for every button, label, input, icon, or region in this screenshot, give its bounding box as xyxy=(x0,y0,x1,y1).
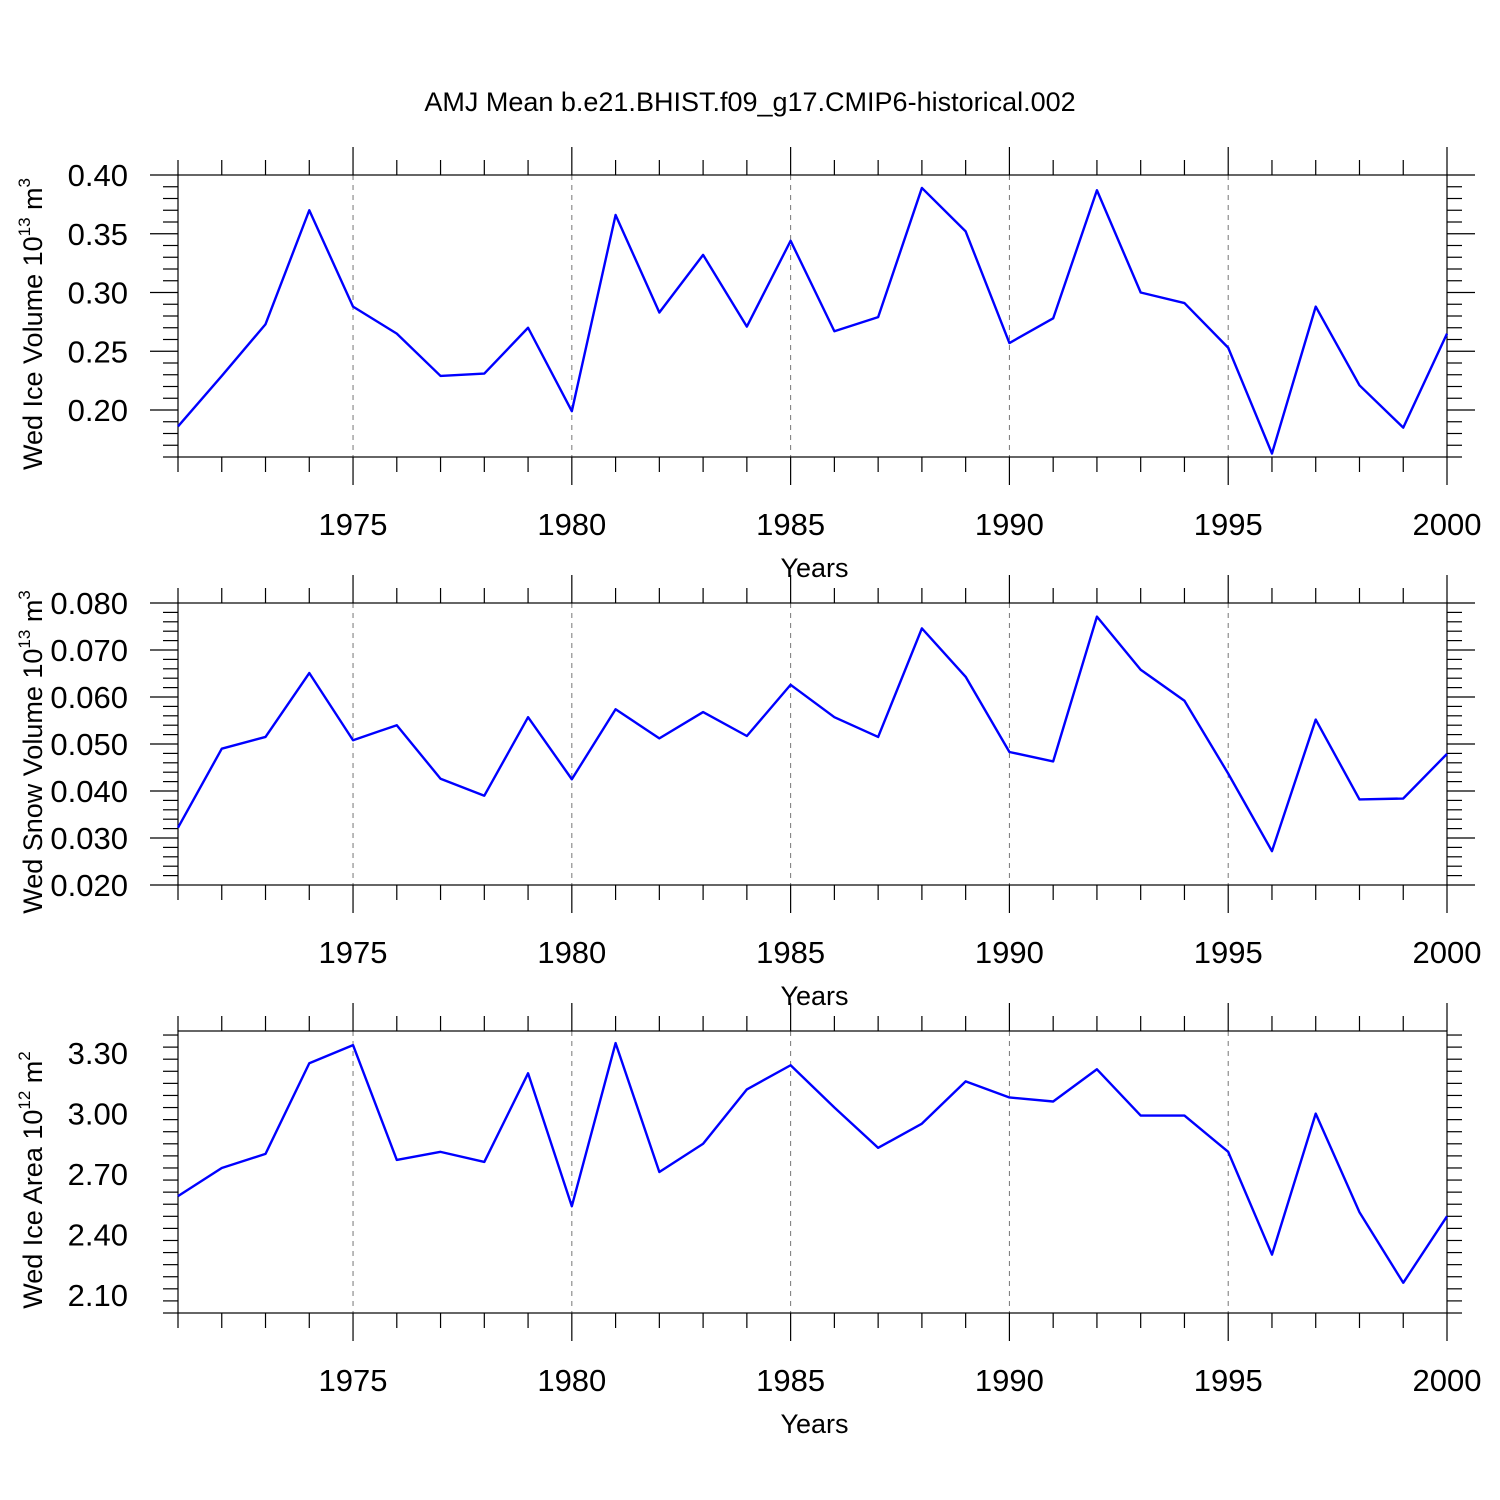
y-axis-title-unit-exponent: 3 xyxy=(15,590,34,599)
y-tick-label-1: 2.40 xyxy=(68,1217,128,1252)
y-tick-label-3: 3.00 xyxy=(68,1097,128,1132)
x-tick-label-1995: 1995 xyxy=(1194,507,1263,542)
panel-1: 1975 1980 1985 1990 1995 2000 0.20 0.25 0.30 0.35… xyxy=(15,147,1481,583)
y-axis-title-text: Wed Snow Volume 10 xyxy=(18,649,48,914)
y-tick-label-4: 0.40 xyxy=(68,158,128,193)
y-axis-title: Wed Ice Area 1012 m2 xyxy=(15,1051,48,1309)
series-line-1 xyxy=(177,186,1449,455)
y-tick-label-2: 2.70 xyxy=(68,1157,128,1192)
x-tick-label-1985: 1985 xyxy=(756,935,825,970)
plot-frame xyxy=(177,1030,1448,1314)
y-axis-title: Wed Ice Volume 1013 m3 xyxy=(15,178,48,470)
y-tick-label-2: 0.30 xyxy=(68,276,128,311)
series-line-2 xyxy=(176,615,1448,853)
x-axis-title: Years xyxy=(780,1409,848,1439)
x-tick-label-1980: 1980 xyxy=(537,1363,606,1398)
x-tick-label-1985: 1985 xyxy=(756,1363,825,1398)
y-axis-title-unit-exponent: 2 xyxy=(15,1051,34,1060)
y-tick-label-1: 0.25 xyxy=(68,334,128,369)
panels: 1975 1980 1985 1990 1995 2000 0.20 0.25 0.30 0.35… xyxy=(15,147,1481,1439)
figure-title: AMJ Mean b.e21.BHIST.f09_g17.CMIP6-histo… xyxy=(424,87,1075,117)
x-tick-label-1980: 1980 xyxy=(537,507,606,542)
y-axis-title: Wed Snow Volume 1013 m3 xyxy=(15,590,48,914)
y-axis-title-exponent: 13 xyxy=(15,630,34,649)
y-tick-label-1: 0.030 xyxy=(50,821,128,856)
y-tick-label-0: 2.10 xyxy=(68,1278,128,1313)
y-tick-label-4: 0.060 xyxy=(50,680,128,715)
y-tick-label-3: 0.050 xyxy=(50,727,128,762)
x-tick-label-1990: 1990 xyxy=(975,1363,1044,1398)
y-axis-title-text: Wed Ice Volume 10 xyxy=(18,236,48,470)
y-tick-label-4: 3.30 xyxy=(68,1036,128,1071)
y-axis-title-text: Wed Ice Area 10 xyxy=(18,1110,48,1309)
y-tick-label-0: 0.20 xyxy=(68,393,128,428)
y-tick-label-3: 0.35 xyxy=(68,217,128,252)
x-tick-label-1985: 1985 xyxy=(756,507,825,542)
y-axis-title-unit: m xyxy=(18,1061,48,1091)
panel-3: 1975 1980 1985 1990 1995 2000 2.10 2.40 2.70 3.00… xyxy=(15,1003,1481,1439)
x-axis-title: Years xyxy=(780,553,848,583)
y-tick-label-0: 0.020 xyxy=(50,868,128,903)
x-tick-label-2000: 2000 xyxy=(1413,1363,1482,1398)
x-tick-label-2000: 2000 xyxy=(1413,507,1482,542)
panel-2: 1975 1980 1985 1990 1995 2000 0.020 0.030 0.040 0… xyxy=(15,575,1481,1011)
series-line-3 xyxy=(177,1041,1449,1284)
x-tick-label-2000: 2000 xyxy=(1413,935,1482,970)
x-tick-label-1995: 1995 xyxy=(1194,935,1263,970)
x-tick-label-1990: 1990 xyxy=(975,507,1044,542)
plot-frame xyxy=(177,602,1448,886)
y-tick-label-6: 0.080 xyxy=(50,586,128,621)
y-tick-label-5: 0.070 xyxy=(50,633,128,668)
x-tick-label-1975: 1975 xyxy=(319,1363,388,1398)
x-tick-label-1995: 1995 xyxy=(1194,1363,1263,1398)
y-tick-label-2: 0.040 xyxy=(50,774,128,809)
x-tick-label-1990: 1990 xyxy=(975,935,1044,970)
x-tick-label-1980: 1980 xyxy=(537,935,606,970)
y-axis-title-unit-exponent: 3 xyxy=(15,178,34,187)
x-axis-title: Years xyxy=(780,981,848,1011)
y-axis-title-exponent: 12 xyxy=(15,1091,34,1110)
x-tick-label-1975: 1975 xyxy=(319,507,388,542)
x-tick-label-1975: 1975 xyxy=(319,935,388,970)
y-axis-title-unit: m xyxy=(18,600,48,630)
y-axis-title-unit: m xyxy=(18,187,48,217)
y-axis-title-exponent: 13 xyxy=(15,217,34,236)
